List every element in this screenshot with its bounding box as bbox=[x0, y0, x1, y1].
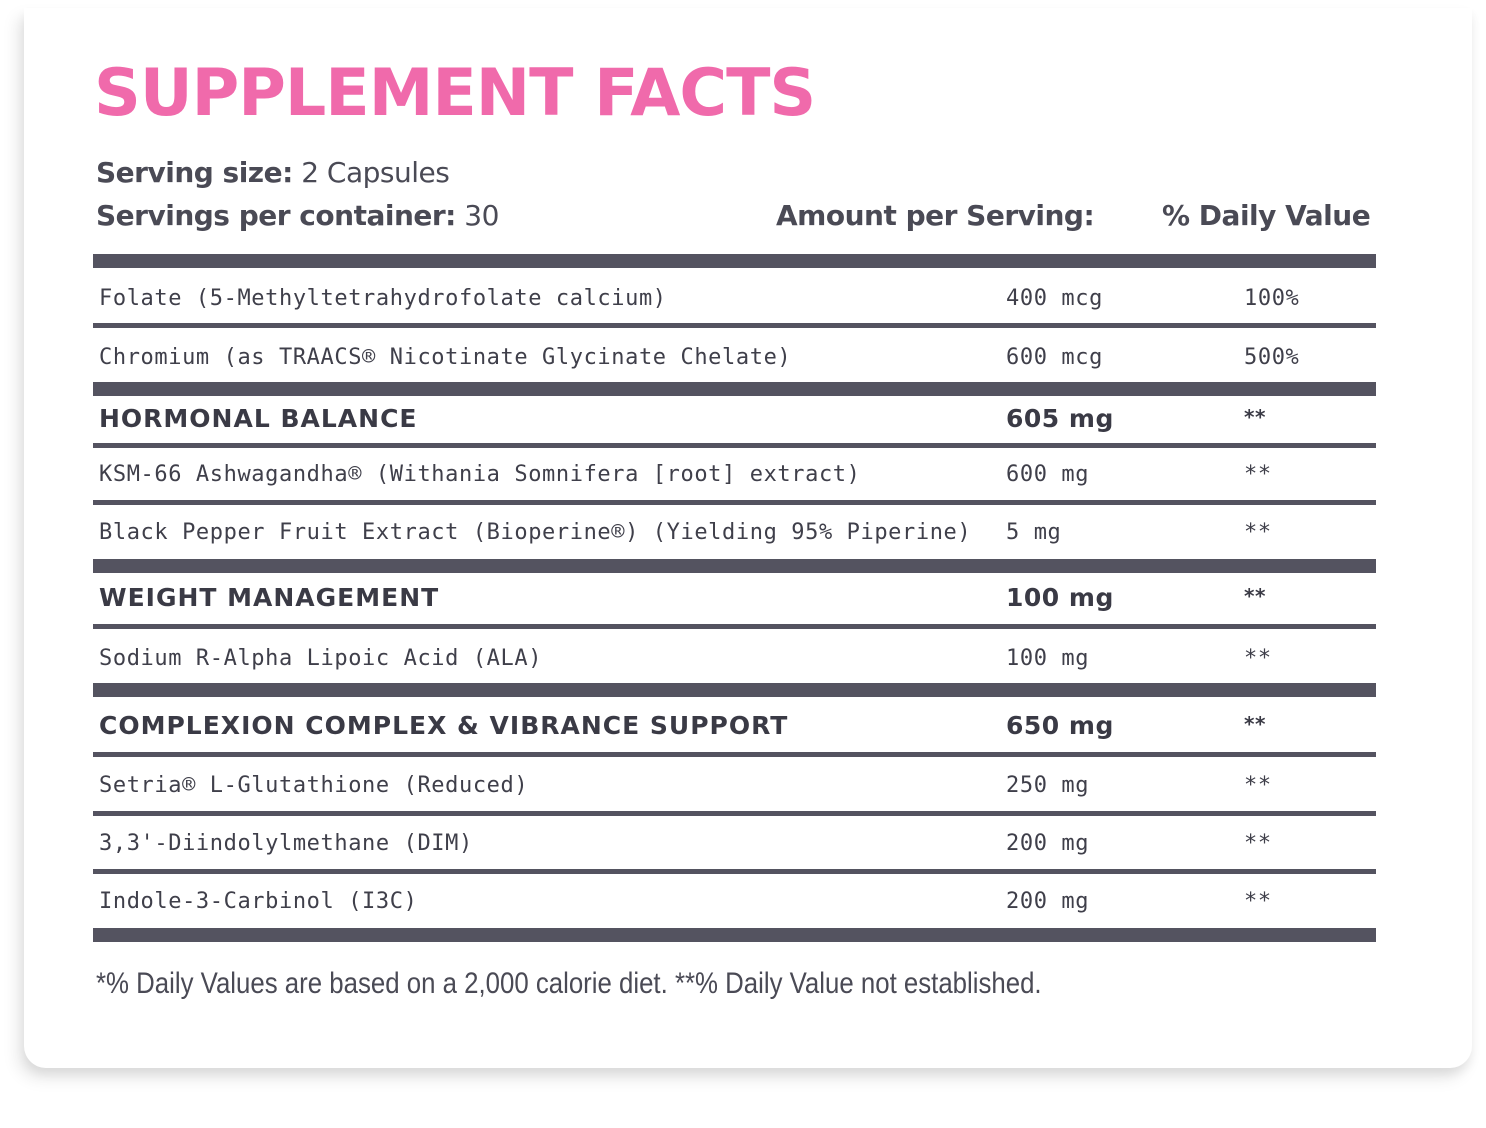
group-daily-value: ** bbox=[1244, 584, 1267, 608]
page-title: SUPPLEMENT FACTS bbox=[94, 56, 816, 131]
group-heading: HORMONAL BALANCE bbox=[99, 404, 418, 433]
divider-thin bbox=[93, 500, 1376, 505]
group-daily-value: ** bbox=[1244, 405, 1267, 429]
ingredient-amount: 5 mg bbox=[1006, 520, 1062, 545]
ingredient-daily-value: ** bbox=[1244, 831, 1272, 856]
ingredient-name: Setria® L-Glutathione (Reduced) bbox=[99, 773, 529, 798]
servings-per-container-value: 30 bbox=[464, 199, 499, 232]
serving-size-label: Serving size: bbox=[96, 156, 293, 189]
ingredient-daily-value: ** bbox=[1244, 520, 1272, 545]
ingredient-name: KSM-66 Ashwagandha® (Withania Somnifera … bbox=[99, 462, 861, 487]
serving-size-value: 2 Capsules bbox=[301, 156, 450, 189]
divider-thin bbox=[93, 811, 1376, 816]
group-amount: 605 mg bbox=[1006, 404, 1114, 433]
divider-thick bbox=[93, 559, 1376, 573]
divider-thin bbox=[93, 323, 1376, 328]
ingredient-daily-value: ** bbox=[1244, 889, 1272, 914]
group-amount: 100 mg bbox=[1006, 583, 1114, 612]
ingredient-daily-value: ** bbox=[1244, 773, 1272, 798]
ingredient-name: Sodium R-Alpha Lipoic Acid (ALA) bbox=[99, 646, 543, 671]
servings-per-container-label: Servings per container: bbox=[96, 199, 456, 232]
ingredient-daily-value: 100% bbox=[1244, 286, 1300, 311]
ingredient-amount: 600 mcg bbox=[1006, 345, 1103, 370]
group-daily-value: ** bbox=[1244, 712, 1267, 736]
divider-thick bbox=[93, 928, 1376, 942]
supplement-facts-card bbox=[24, 8, 1472, 1068]
divider-thin bbox=[93, 869, 1376, 874]
ingredient-daily-value: 500% bbox=[1244, 345, 1300, 370]
divider-thin bbox=[93, 752, 1376, 757]
daily-value-column-header: % Daily Value bbox=[1162, 199, 1371, 232]
divider-thick bbox=[93, 254, 1376, 268]
ingredient-amount: 250 mg bbox=[1006, 773, 1090, 798]
footnote: *% Daily Values are based on a 2,000 cal… bbox=[96, 967, 1042, 1000]
ingredient-name: Black Pepper Fruit Extract (Bioperine®) … bbox=[99, 520, 972, 545]
divider-thin bbox=[93, 443, 1376, 448]
group-amount: 650 mg bbox=[1006, 711, 1114, 740]
ingredient-daily-value: ** bbox=[1244, 462, 1272, 487]
servings-per-container: Servings per container: 30 bbox=[96, 198, 499, 234]
ingredient-daily-value: ** bbox=[1244, 646, 1272, 671]
serving-size: Serving size: 2 Capsules bbox=[96, 155, 450, 191]
divider-thin bbox=[93, 624, 1376, 629]
amount-column-header: Amount per Serving: bbox=[776, 199, 1095, 232]
ingredient-amount: 600 mg bbox=[1006, 462, 1090, 487]
divider-thick bbox=[93, 382, 1376, 396]
ingredient-name: Folate (5-Methyltetrahydrofolate calcium… bbox=[99, 286, 667, 311]
ingredient-name: Indole-3-Carbinol (I3C) bbox=[99, 889, 418, 914]
ingredient-name: Chromium (as TRAACS® Nicotinate Glycinat… bbox=[99, 345, 792, 370]
ingredient-amount: 100 mg bbox=[1006, 646, 1090, 671]
group-heading: COMPLEXION COMPLEX & VIBRANCE SUPPORT bbox=[99, 711, 789, 740]
ingredient-amount: 400 mcg bbox=[1006, 286, 1103, 311]
group-heading: WEIGHT MANAGEMENT bbox=[99, 583, 440, 612]
divider-thick bbox=[93, 683, 1376, 697]
ingredient-amount: 200 mg bbox=[1006, 831, 1090, 856]
ingredient-name: 3,3'-Diindolylmethane (DIM) bbox=[99, 831, 473, 856]
ingredient-amount: 200 mg bbox=[1006, 889, 1090, 914]
